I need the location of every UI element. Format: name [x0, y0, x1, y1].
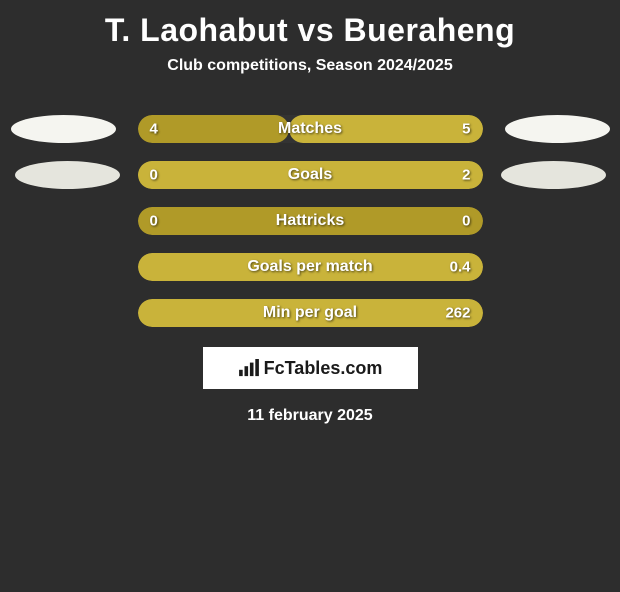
- stat-value-left: 0: [150, 167, 158, 184]
- stat-value-right: 0.4: [450, 259, 471, 276]
- stat-row: 262 Min per goal: [0, 299, 620, 327]
- player-oval-right: [501, 161, 606, 189]
- player-oval-left: [15, 161, 120, 189]
- logo-text: FcTables.com: [264, 358, 383, 379]
- logo-box: FcTables.com: [203, 347, 418, 389]
- player-oval-right: [505, 115, 610, 143]
- stat-bar: 0.4 Goals per match: [138, 253, 483, 281]
- player-oval-left: [11, 115, 116, 143]
- stat-bar: 4 5 Matches: [138, 115, 483, 143]
- stats-region: 4 5 Matches 0 2 Goals 0 0 Hattricks 0.4 Goals per …: [0, 115, 620, 327]
- stat-value-right: 262: [445, 305, 470, 322]
- stat-row: 0 0 Hattricks: [0, 207, 620, 235]
- stat-label: Goals: [288, 166, 332, 184]
- stat-value-left: 4: [150, 121, 158, 138]
- comparison-infographic: T. Laohabut vs Bueraheng Club competitio…: [0, 12, 620, 425]
- stat-label: Matches: [278, 120, 342, 138]
- subtitle: Club competitions, Season 2024/2025: [0, 57, 620, 75]
- stat-row: 4 5 Matches: [0, 115, 620, 143]
- stat-bar: 262 Min per goal: [138, 299, 483, 327]
- stat-label: Hattricks: [276, 212, 344, 230]
- stat-label: Min per goal: [263, 304, 357, 322]
- stat-value-left: 0: [150, 213, 158, 230]
- stat-value-right: 0: [462, 213, 470, 230]
- barchart-icon: [238, 359, 260, 377]
- stat-bar: 0 2 Goals: [138, 161, 483, 189]
- stat-value-right: 5: [462, 121, 470, 138]
- bar-fill-left: [138, 115, 290, 143]
- stat-value-right: 2: [462, 167, 470, 184]
- stat-bar: 0 0 Hattricks: [138, 207, 483, 235]
- page-title: T. Laohabut vs Bueraheng: [0, 12, 620, 49]
- stat-row: 0 2 Goals: [0, 161, 620, 189]
- stat-label: Goals per match: [247, 258, 372, 276]
- date-label: 11 february 2025: [0, 407, 620, 425]
- stat-row: 0.4 Goals per match: [0, 253, 620, 281]
